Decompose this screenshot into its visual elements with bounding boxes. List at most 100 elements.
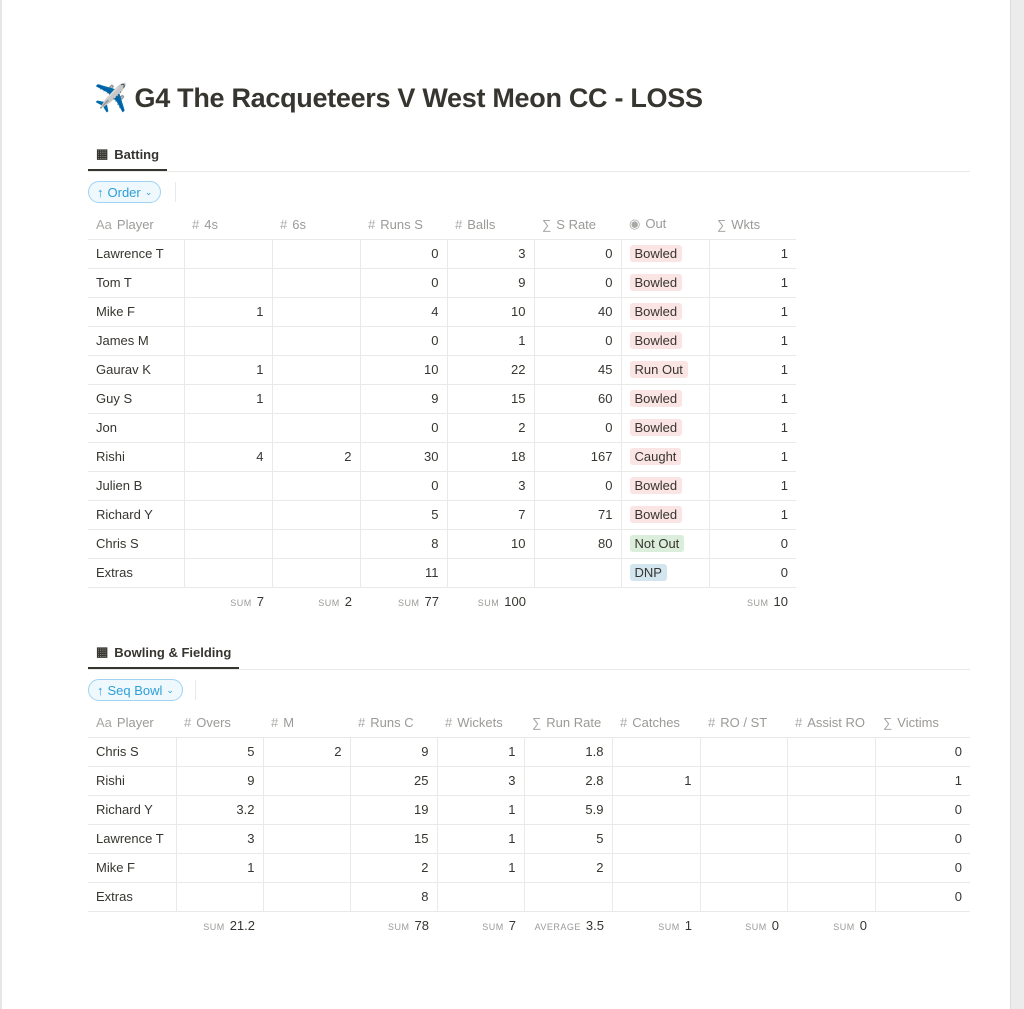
cell[interactable]: 1.8 bbox=[524, 737, 613, 767]
cell[interactable] bbox=[184, 268, 273, 298]
cell[interactable]: 1 bbox=[184, 355, 273, 385]
cell[interactable]: 15 bbox=[447, 384, 535, 414]
cell[interactable] bbox=[272, 413, 361, 443]
summary-cell[interactable] bbox=[88, 911, 176, 940]
cell[interactable]: 2 bbox=[524, 853, 613, 883]
out-cell[interactable]: Bowled bbox=[621, 384, 710, 414]
cell[interactable] bbox=[787, 824, 876, 854]
summary-cell[interactable]: AVERAGE 3.5 bbox=[534, 918, 604, 934]
cell[interactable] bbox=[272, 500, 361, 530]
column-header[interactable]: Aa Player bbox=[88, 708, 176, 738]
cell[interactable]: 5.9 bbox=[524, 795, 613, 825]
cell[interactable] bbox=[700, 795, 788, 825]
cell[interactable]: 0 bbox=[360, 413, 448, 443]
cell[interactable]: 22 bbox=[447, 355, 535, 385]
table-row[interactable]: Lawrence T 3 15 1 5 0 bbox=[88, 824, 970, 854]
column-header[interactable]: # Overs bbox=[176, 708, 263, 738]
summary-cell[interactable] bbox=[263, 911, 350, 940]
summary-cell[interactable]: SUM 0 bbox=[745, 918, 779, 934]
cell[interactable]: 1 bbox=[437, 795, 525, 825]
cell[interactable]: 0 bbox=[360, 471, 448, 501]
table-row[interactable]: James M 0 1 0 Bowled 1 bbox=[88, 326, 796, 356]
summary-cell[interactable]: SUM 7 bbox=[482, 918, 516, 934]
sort-order-button[interactable]: ↑ Order ⌄ bbox=[88, 181, 162, 203]
out-cell[interactable]: Bowled bbox=[621, 471, 710, 501]
cell[interactable]: 8 bbox=[360, 529, 448, 559]
player-cell[interactable]: Tom T bbox=[88, 268, 185, 298]
cell[interactable]: 0 bbox=[875, 853, 970, 883]
cell[interactable]: 9 bbox=[176, 766, 264, 796]
summary-cell[interactable]: SUM 2 bbox=[318, 594, 352, 610]
cell[interactable]: 1 bbox=[709, 297, 796, 327]
cell[interactable] bbox=[263, 795, 351, 825]
cell[interactable]: 1 bbox=[437, 737, 525, 767]
summary-cell[interactable]: SUM 21.2 bbox=[203, 918, 255, 934]
table-row[interactable]: Rishi 9 25 3 2.8 1 1 bbox=[88, 766, 970, 796]
cell[interactable]: 0 bbox=[534, 471, 622, 501]
cell[interactable] bbox=[787, 882, 876, 912]
cell[interactable] bbox=[612, 795, 701, 825]
cell[interactable]: 1 bbox=[875, 766, 970, 796]
scrollbar[interactable] bbox=[1010, 0, 1024, 1009]
column-header[interactable]: # Balls bbox=[447, 210, 534, 240]
cell[interactable]: 2 bbox=[263, 737, 351, 767]
cell[interactable]: 0 bbox=[709, 529, 796, 559]
cell[interactable]: 0 bbox=[534, 326, 622, 356]
cell[interactable]: 0 bbox=[534, 413, 622, 443]
cell[interactable]: 3 bbox=[176, 824, 264, 854]
table-row[interactable]: Richard Y 5 7 71 Bowled 1 bbox=[88, 500, 796, 530]
summary-cell[interactable]: SUM 100 bbox=[477, 594, 526, 610]
cell[interactable] bbox=[612, 853, 701, 883]
cell[interactable]: 0 bbox=[875, 882, 970, 912]
summary-cell[interactable]: SUM 78 bbox=[388, 918, 429, 934]
cell[interactable] bbox=[272, 558, 361, 588]
cell[interactable]: 7 bbox=[447, 500, 535, 530]
cell[interactable] bbox=[176, 882, 264, 912]
cell[interactable]: 5 bbox=[524, 824, 613, 854]
player-cell[interactable]: Extras bbox=[88, 558, 185, 588]
table-row[interactable]: Chris S 8 10 80 Not Out 0 bbox=[88, 529, 796, 559]
cell[interactable]: 1 bbox=[184, 384, 273, 414]
cell[interactable]: 2 bbox=[447, 413, 535, 443]
cell[interactable]: 18 bbox=[447, 442, 535, 472]
table-row[interactable]: Tom T 0 9 0 Bowled 1 bbox=[88, 268, 796, 298]
player-cell[interactable]: Jon bbox=[88, 413, 185, 443]
column-header[interactable]: ◉ Out bbox=[621, 210, 709, 240]
cell[interactable]: 0 bbox=[360, 326, 448, 356]
summary-cell[interactable] bbox=[534, 587, 621, 616]
cell[interactable]: 3 bbox=[447, 471, 535, 501]
table-row[interactable]: Jon 0 2 0 Bowled 1 bbox=[88, 413, 796, 443]
cell[interactable] bbox=[184, 529, 273, 559]
cell[interactable]: 5 bbox=[360, 500, 448, 530]
cell[interactable]: 30 bbox=[360, 442, 448, 472]
cell[interactable]: 40 bbox=[534, 297, 622, 327]
cell[interactable] bbox=[612, 737, 701, 767]
table-row[interactable]: Guy S 1 9 15 60 Bowled 1 bbox=[88, 384, 796, 414]
cell[interactable]: 1 bbox=[709, 413, 796, 443]
player-cell[interactable]: Mike F bbox=[88, 853, 177, 883]
cell[interactable]: 0 bbox=[875, 824, 970, 854]
cell[interactable] bbox=[700, 882, 788, 912]
table-row[interactable]: Extras 11 DNP 0 bbox=[88, 558, 796, 588]
cell[interactable]: 9 bbox=[447, 268, 535, 298]
cell[interactable]: 1 bbox=[709, 471, 796, 501]
cell[interactable]: 9 bbox=[360, 384, 448, 414]
cell[interactable] bbox=[700, 766, 788, 796]
cell[interactable]: 1 bbox=[709, 326, 796, 356]
out-cell[interactable]: Not Out bbox=[621, 529, 710, 559]
column-header[interactable]: # Catches bbox=[612, 708, 700, 738]
column-header[interactable]: # Assist RO bbox=[787, 708, 875, 738]
summary-cell[interactable] bbox=[88, 587, 184, 616]
cell[interactable]: 10 bbox=[447, 529, 535, 559]
column-header[interactable]: #4s bbox=[184, 210, 272, 240]
column-header[interactable]: # Wickets bbox=[437, 708, 524, 738]
out-cell[interactable]: Bowled bbox=[621, 268, 710, 298]
cell[interactable]: 80 bbox=[534, 529, 622, 559]
cell[interactable] bbox=[263, 766, 351, 796]
out-cell[interactable]: Bowled bbox=[621, 297, 710, 327]
player-cell[interactable]: Julien B bbox=[88, 471, 185, 501]
player-cell[interactable]: Rishi bbox=[88, 766, 177, 796]
summary-cell[interactable]: SUM 10 bbox=[747, 594, 788, 610]
cell[interactable]: 9 bbox=[350, 737, 438, 767]
